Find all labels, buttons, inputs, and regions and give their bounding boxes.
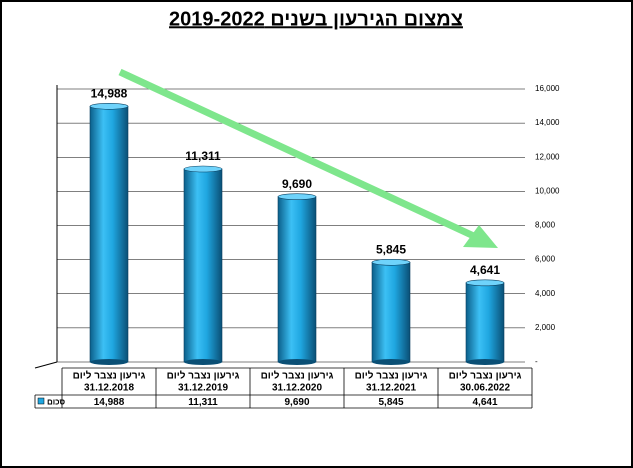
category-label: 31.12.2019 [178, 383, 228, 394]
bar-base [466, 359, 504, 365]
table-value: 11,311 [188, 397, 218, 408]
trend-arrow [118, 68, 480, 242]
value-label: 5,845 [376, 242, 406, 256]
table-value: 5,845 [378, 397, 403, 408]
category-label: גירעון נצבר ליום [449, 370, 522, 382]
y-tick-label: 10,000 [535, 186, 560, 195]
legend-swatch [37, 397, 45, 405]
bar [465, 282, 505, 363]
table-value: 9,690 [284, 397, 309, 408]
table-value: 4,641 [472, 397, 497, 408]
bar [183, 168, 223, 363]
y-tick-label: 12,000 [535, 152, 560, 161]
y-tick-label: 16,000 [535, 84, 560, 93]
category-label: גירעון נצבר ליום [261, 370, 334, 382]
bar-base [90, 359, 128, 365]
bar [277, 196, 317, 363]
bar-top [465, 279, 505, 287]
bar-base [278, 359, 316, 365]
bar-top [89, 102, 129, 110]
bar [371, 261, 411, 363]
bar-top [277, 193, 317, 200]
bar-base [372, 359, 410, 365]
floor-edge [34, 361, 58, 369]
y-tick-label: 2,000 [535, 323, 556, 332]
category-label: גירעון נצבר ליום [355, 370, 428, 382]
value-label: 4,641 [470, 263, 500, 277]
value-label: 14,988 [91, 86, 128, 100]
category-label: 30.06.2022 [460, 383, 510, 394]
value-label: 11,311 [185, 149, 221, 163]
bar-top [183, 165, 223, 173]
bar-top [371, 258, 411, 266]
y-tick-label: 4,000 [535, 289, 556, 298]
plot [34, 85, 58, 369]
arrow-head [463, 225, 498, 248]
table-value: 14,988 [94, 397, 125, 408]
bar-base [184, 359, 222, 365]
category-label: גירעון נצבר ליום [167, 370, 240, 382]
legend-label: סכום [47, 398, 66, 407]
category-label: 31.12.2021 [366, 383, 416, 394]
chart-title: צמצום הגירעון בשנים 2019-2022 [169, 8, 463, 30]
category-label: גירעון נצבר ליום [73, 370, 146, 382]
value-label: 9,690 [282, 177, 312, 191]
y-tick-label: - [535, 357, 538, 366]
y-tick-label: 6,000 [535, 255, 556, 264]
category-label: 31.12.2018 [84, 383, 134, 394]
category-label: 31.12.2020 [272, 383, 322, 394]
y-tick-label: 14,000 [535, 118, 560, 127]
y-tick-label: 8,000 [535, 221, 556, 230]
bar [89, 105, 129, 363]
